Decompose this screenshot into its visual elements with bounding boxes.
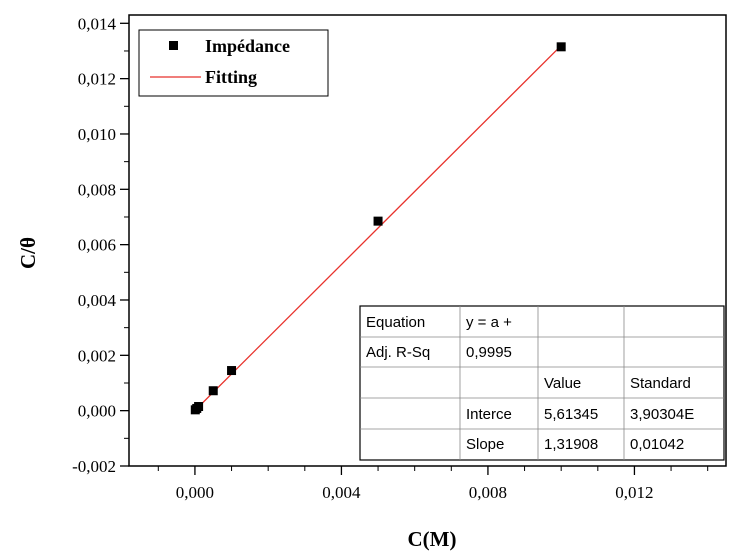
legend: Impédance Fitting (138, 29, 329, 97)
table-cell: Interce (466, 406, 512, 423)
y-tick-label: 0,006 (78, 236, 116, 255)
x-axis-title: C(M) (408, 527, 457, 551)
points-layer (190, 42, 566, 415)
y-tick-label: 0,002 (78, 346, 116, 365)
fitting-line (194, 45, 562, 411)
table-cell: Equation (366, 314, 425, 331)
legend-label-impedance: Impédance (205, 36, 290, 56)
y-tick-label: 0,008 (78, 180, 116, 199)
fit-table: Equation y = a + Adj. R-Sq 0,9995 Value … (359, 305, 725, 461)
y-tick-label: 0,000 (78, 402, 116, 421)
fit-table-border (359, 305, 725, 461)
data-point (227, 366, 237, 376)
y-tick-label: 0,012 (78, 70, 116, 89)
table-cell: 5,61345 (544, 406, 598, 423)
fit-layer (194, 45, 562, 411)
data-point (194, 402, 204, 412)
table-cell: Slope (466, 436, 504, 453)
data-point (208, 386, 218, 396)
data-point (556, 42, 566, 52)
table-cell: Standard (630, 375, 691, 392)
table-cell: Value (544, 375, 581, 392)
table-cell: Adj. R-Sq (366, 344, 430, 361)
table-cell: 0,01042 (630, 436, 684, 453)
table-cell: 1,31908 (544, 436, 598, 453)
plot-frame (128, 14, 727, 467)
data-point (373, 216, 383, 226)
y-tick-label: 0,010 (78, 125, 116, 144)
y-tick-label: -0,002 (72, 457, 116, 476)
x-tick-label: 0,012 (615, 483, 653, 502)
y-axis-title: C/θ (16, 237, 40, 269)
table-cell: 0,9995 (466, 344, 512, 361)
table-cell: 3,90304E (630, 406, 694, 423)
table-cell: y = a + (466, 314, 512, 331)
legend-label-fitting: Fitting (205, 67, 257, 87)
x-tick-label: 0,000 (176, 483, 214, 502)
y-tick-label: 0,004 (78, 291, 117, 310)
x-tick-label: 0,004 (322, 483, 361, 502)
ticks: 0,000 0,004 0,008 0,012 -0,002 0,000 0,002 0,00… (72, 14, 709, 502)
y-tick-label: 0,014 (78, 14, 117, 33)
x-tick-label: 0,008 (469, 483, 507, 502)
legend-marker-impedance (169, 41, 178, 50)
